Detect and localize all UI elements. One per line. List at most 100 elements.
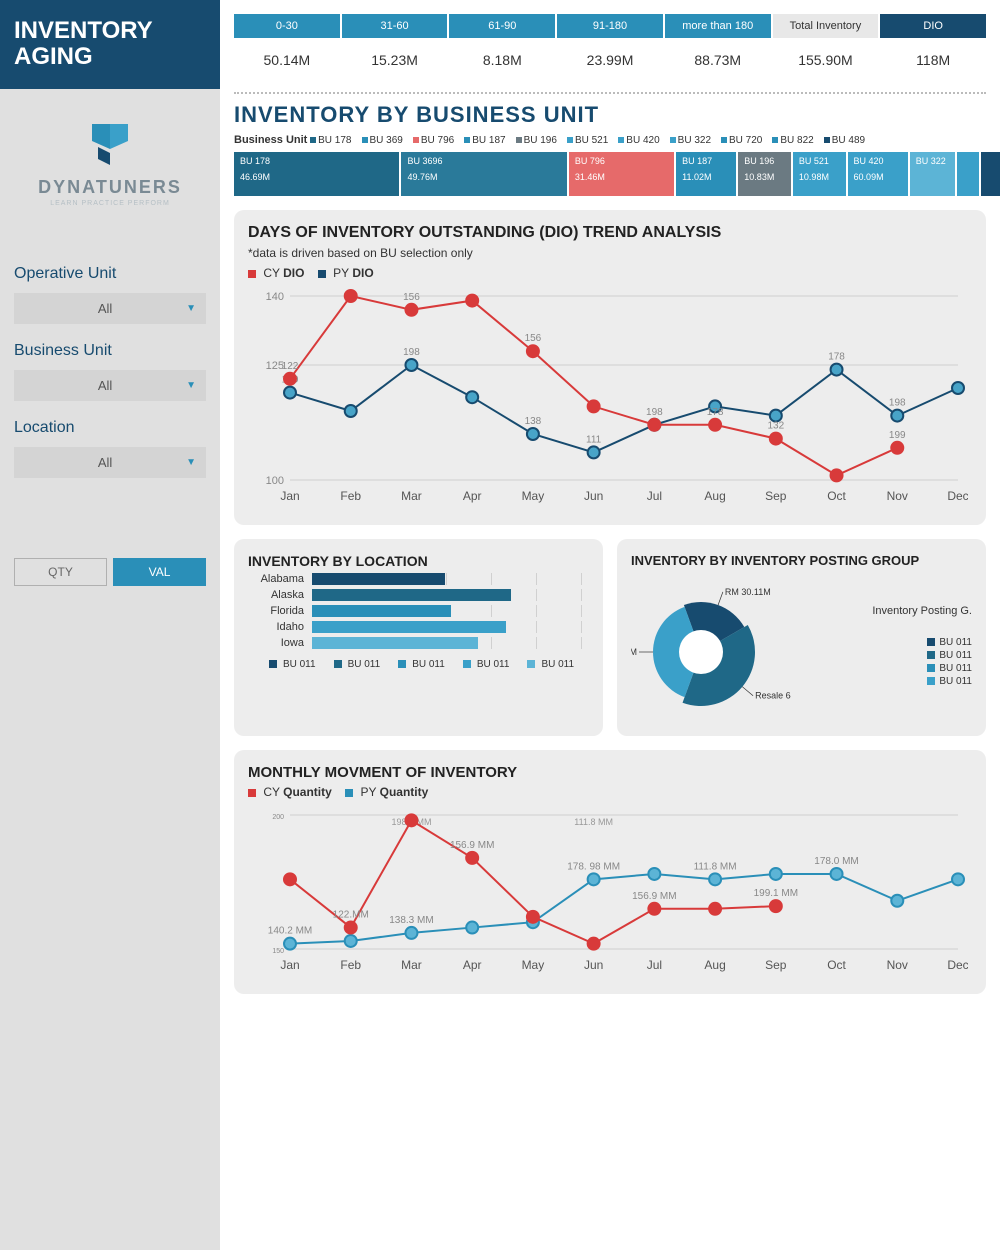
svg-text:Jun: Jun bbox=[584, 489, 603, 503]
dio-card: DAYS OF INVENTORY OUTSTANDING (DIO) TREN… bbox=[234, 210, 986, 525]
svg-text:Jul: Jul bbox=[647, 489, 662, 503]
legend-py-label: Quantity bbox=[380, 785, 429, 799]
bu-legend-item: BU 796 bbox=[413, 135, 454, 146]
treemap-cell[interactable] bbox=[981, 152, 1000, 196]
location-bar-row[interactable]: Alaska bbox=[248, 589, 589, 601]
filter-select-operative-unit[interactable]: All ▼ bbox=[14, 293, 206, 324]
treemap-cell[interactable]: BU 322 bbox=[910, 152, 955, 196]
svg-text:200: 200 bbox=[272, 814, 284, 821]
legend-cy-label: Quantity bbox=[283, 785, 332, 799]
toggle-qty-button[interactable]: QTY bbox=[14, 558, 107, 586]
kpi-head[interactable]: Total Inventory bbox=[773, 14, 879, 38]
bu-legend-item: BU 720 bbox=[721, 135, 762, 146]
main-content: 0-3031-6061-9091-180more than 180Total I… bbox=[220, 0, 1000, 1250]
kpi-head[interactable]: 61-90 bbox=[449, 14, 555, 38]
svg-text:198: 198 bbox=[889, 398, 906, 409]
svg-text:Jun: Jun bbox=[584, 958, 603, 972]
posting-donut-chart[interactable]: RM 30.11MResale 64.1MCOM 44.03M bbox=[631, 572, 791, 722]
kpi-value: 8.18M bbox=[449, 42, 555, 78]
svg-text:Apr: Apr bbox=[463, 489, 482, 503]
treemap-cell[interactable]: BU 79631.46M bbox=[569, 152, 674, 196]
legend-cy-swatch bbox=[248, 270, 256, 278]
svg-text:Aug: Aug bbox=[704, 958, 725, 972]
svg-text:May: May bbox=[522, 489, 545, 503]
treemap-cell[interactable]: BU 18711.02M bbox=[676, 152, 736, 196]
kpi-head[interactable]: 91-180 bbox=[557, 14, 663, 38]
svg-text:111.8 MM: 111.8 MM bbox=[574, 817, 613, 827]
svg-text:Jan: Jan bbox=[280, 958, 299, 972]
legend-py-swatch bbox=[318, 270, 326, 278]
filter-select-business-unit[interactable]: All ▼ bbox=[14, 370, 206, 401]
svg-text:Oct: Oct bbox=[827, 958, 846, 972]
bu-legend-item: BU 322 bbox=[670, 135, 711, 146]
monthly-card: MONTHLY MOVMENT OF INVENTORY CY Quantity… bbox=[234, 750, 986, 994]
title-line-2: AGING bbox=[14, 44, 206, 70]
sidebar: INVENTORY AGING DYNATUNERS LEARN PRACTIC… bbox=[0, 0, 220, 1250]
title-line-1: INVENTORY bbox=[14, 18, 206, 44]
bu-legend-item: BU 489 bbox=[824, 135, 865, 146]
filter-label-bu: Business Unit bbox=[14, 342, 206, 360]
location-card: INVENTORY BY LOCATION Alabama Alaska Flori… bbox=[234, 539, 603, 736]
treemap-cell[interactable]: BU 17846.69M bbox=[234, 152, 399, 196]
location-legend-item: BU 011 bbox=[328, 659, 381, 670]
svg-text:Resale 64.1M: Resale 64.1M bbox=[755, 691, 791, 701]
bu-legend-item: BU 187 bbox=[464, 135, 505, 146]
svg-text:122.MM: 122.MM bbox=[333, 910, 369, 921]
posting-card: INVENTORY BY INVENTORY POSTING GROUP RM … bbox=[617, 539, 986, 736]
kpi-head[interactable]: 0-30 bbox=[234, 14, 340, 38]
kpi-head[interactable]: 31-60 bbox=[342, 14, 448, 38]
kpi-value: 15.23M bbox=[342, 42, 448, 78]
svg-text:178: 178 bbox=[828, 352, 845, 363]
posting-legend-item: BU 011 bbox=[801, 650, 972, 661]
posting-legend-item: BU 011 bbox=[801, 663, 972, 674]
treemap-cell[interactable]: BU 52110.98M bbox=[793, 152, 846, 196]
legend-py-prefix: PY bbox=[361, 785, 377, 799]
treemap-cell[interactable]: BU 19610.83M bbox=[738, 152, 791, 196]
filter-select-location[interactable]: All ▼ bbox=[14, 447, 206, 478]
svg-text:Nov: Nov bbox=[887, 489, 908, 503]
svg-text:140.2 MM: 140.2 MM bbox=[268, 926, 312, 937]
location-bar-row[interactable]: Idaho bbox=[248, 621, 589, 633]
kpi-header-row: 0-3031-6061-9091-180more than 180Total I… bbox=[234, 14, 986, 38]
legend-cy-swatch bbox=[248, 789, 256, 797]
treemap-cell[interactable]: BU 369649.76M bbox=[401, 152, 566, 196]
bu-legend-label: Business Unit bbox=[234, 134, 307, 146]
kpi-value-row: 50.14M15.23M8.18M23.99M88.73M155.90M118M bbox=[234, 42, 986, 78]
svg-text:199: 199 bbox=[889, 430, 906, 441]
svg-text:122: 122 bbox=[282, 361, 299, 372]
location-bar-row[interactable]: Florida bbox=[248, 605, 589, 617]
legend-cy-label: DIO bbox=[283, 266, 304, 280]
bu-legend-item: BU 196 bbox=[516, 135, 557, 146]
location-bar-row[interactable]: Iowa bbox=[248, 637, 589, 649]
kpi-head[interactable]: DIO bbox=[880, 14, 986, 38]
kpi-value: 23.99M bbox=[557, 42, 663, 78]
treemap-cell[interactable] bbox=[957, 152, 980, 196]
svg-text:199.1 MM: 199.1 MM bbox=[754, 888, 798, 899]
svg-text:156: 156 bbox=[525, 333, 542, 344]
monthly-title: MONTHLY MOVMENT OF INVENTORY bbox=[248, 764, 972, 781]
dio-line-chart[interactable]: 100125140JanFebMarAprMayJunJulAugSepOctN… bbox=[248, 286, 968, 506]
location-bar-row[interactable]: Alabama bbox=[248, 573, 589, 585]
brand-logo-icon bbox=[80, 119, 140, 169]
svg-text:Aug: Aug bbox=[704, 489, 725, 503]
bu-legend-item: BU 420 bbox=[618, 135, 659, 146]
dio-title: DAYS OF INVENTORY OUTSTANDING (DIO) TREN… bbox=[248, 224, 972, 242]
location-legend: BU 011BU 011BU 011BU 011BU 011 bbox=[248, 659, 589, 670]
svg-text:Feb: Feb bbox=[340, 489, 361, 503]
location-bars[interactable]: Alabama Alaska Florida Idaho Iowa bbox=[248, 573, 589, 649]
svg-text:178.0 MM: 178.0 MM bbox=[814, 856, 858, 867]
toggle-val-button[interactable]: VAL bbox=[113, 558, 206, 586]
svg-text:138.3 MM: 138.3 MM bbox=[389, 915, 433, 926]
brand-logo-area: DYNATUNERS LEARN PRACTICE PERFORM bbox=[0, 89, 220, 227]
section-title-bu: INVENTORY BY BUSINESS UNIT bbox=[234, 92, 986, 128]
location-title: INVENTORY BY LOCATION bbox=[248, 553, 589, 569]
treemap-cell[interactable]: BU 42060.09M bbox=[848, 152, 908, 196]
location-legend-item: BU 011 bbox=[263, 659, 316, 670]
svg-text:156.9 MM: 156.9 MM bbox=[450, 840, 494, 851]
bu-legend-item: BU 521 bbox=[567, 135, 608, 146]
kpi-head[interactable]: more than 180 bbox=[665, 14, 771, 38]
filter-value-loc: All bbox=[24, 455, 186, 470]
svg-text:111: 111 bbox=[586, 434, 602, 445]
bu-treemap[interactable]: BU 17846.69MBU 369649.76MBU 79631.46MBU … bbox=[234, 152, 986, 196]
monthly-line-chart[interactable]: 150200JanFebMarAprMayJunJulAugSepOctNovD… bbox=[248, 805, 968, 975]
